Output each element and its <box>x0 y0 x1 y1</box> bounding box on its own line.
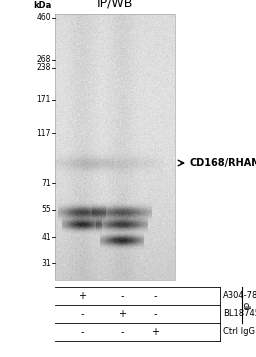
Text: -: - <box>80 327 84 337</box>
Text: A304-783A: A304-783A <box>223 292 256 301</box>
Text: -: - <box>153 291 157 301</box>
Text: +: + <box>151 327 159 337</box>
Text: CD168/RHAMM: CD168/RHAMM <box>190 158 256 168</box>
Text: 71: 71 <box>41 178 51 187</box>
Text: 117: 117 <box>37 129 51 137</box>
Text: +: + <box>118 309 126 319</box>
Text: 268: 268 <box>37 55 51 65</box>
Text: 41: 41 <box>41 232 51 241</box>
Text: 55: 55 <box>41 206 51 215</box>
Text: 171: 171 <box>37 96 51 105</box>
Text: kDa: kDa <box>33 1 51 10</box>
Text: BL18745: BL18745 <box>223 310 256 318</box>
Text: 31: 31 <box>41 258 51 267</box>
Text: IP: IP <box>244 301 253 309</box>
Text: -: - <box>120 291 124 301</box>
Text: -: - <box>80 309 84 319</box>
Text: 460: 460 <box>36 14 51 22</box>
Text: +: + <box>78 291 86 301</box>
Text: Ctrl IgG: Ctrl IgG <box>223 327 255 337</box>
Text: -: - <box>153 309 157 319</box>
Text: IP/WB: IP/WB <box>97 0 133 10</box>
Text: 238: 238 <box>37 64 51 72</box>
Text: -: - <box>120 327 124 337</box>
